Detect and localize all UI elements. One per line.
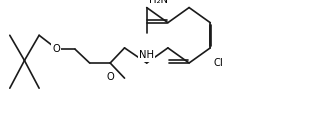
Text: NH: NH: [139, 50, 154, 60]
Text: O: O: [106, 72, 114, 82]
Text: Cl: Cl: [214, 58, 223, 68]
Text: H₂N: H₂N: [149, 0, 168, 5]
Text: O: O: [52, 44, 60, 54]
